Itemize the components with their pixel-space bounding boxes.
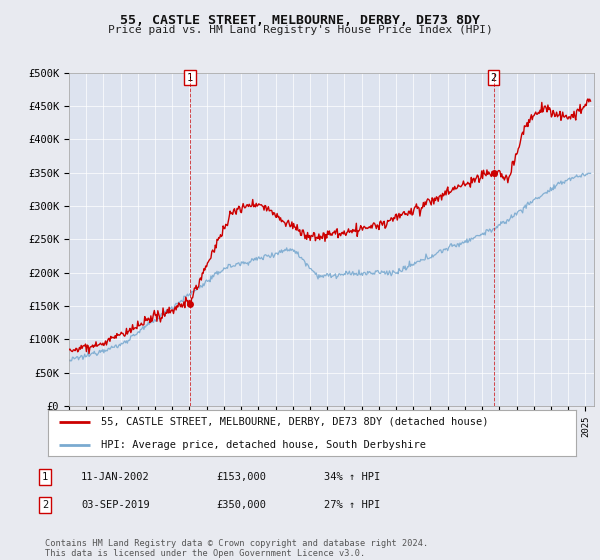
Text: 2: 2 xyxy=(491,73,497,83)
Text: 34% ↑ HPI: 34% ↑ HPI xyxy=(324,472,380,482)
Text: £153,000: £153,000 xyxy=(216,472,266,482)
Text: 1: 1 xyxy=(187,73,193,83)
Text: 27% ↑ HPI: 27% ↑ HPI xyxy=(324,500,380,510)
Text: 03-SEP-2019: 03-SEP-2019 xyxy=(81,500,150,510)
Text: Contains HM Land Registry data © Crown copyright and database right 2024.
This d: Contains HM Land Registry data © Crown c… xyxy=(45,539,428,558)
Text: £350,000: £350,000 xyxy=(216,500,266,510)
Text: Price paid vs. HM Land Registry's House Price Index (HPI): Price paid vs. HM Land Registry's House … xyxy=(107,25,493,35)
Text: 2: 2 xyxy=(42,500,48,510)
Text: 1: 1 xyxy=(42,472,48,482)
Text: 55, CASTLE STREET, MELBOURNE, DERBY, DE73 8DY (detached house): 55, CASTLE STREET, MELBOURNE, DERBY, DE7… xyxy=(101,417,488,427)
Text: 11-JAN-2002: 11-JAN-2002 xyxy=(81,472,150,482)
Text: 55, CASTLE STREET, MELBOURNE, DERBY, DE73 8DY: 55, CASTLE STREET, MELBOURNE, DERBY, DE7… xyxy=(120,14,480,27)
Text: HPI: Average price, detached house, South Derbyshire: HPI: Average price, detached house, Sout… xyxy=(101,440,426,450)
